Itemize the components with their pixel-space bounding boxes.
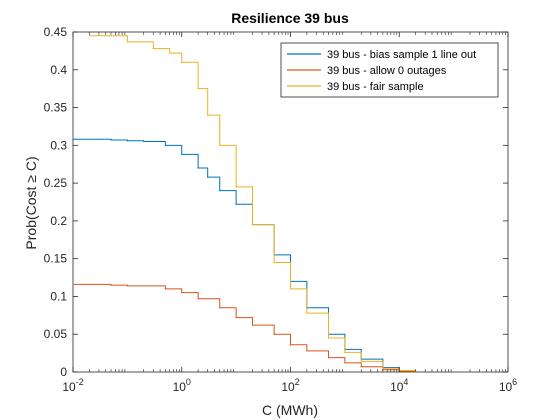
x-axis: 10-2 100 102 104 106 [62, 32, 517, 394]
series-0-point [181, 153, 183, 155]
chart-title: Resilience 39 bus [231, 10, 349, 26]
series-2-point [306, 312, 308, 314]
series-2-point [327, 337, 330, 339]
series-line-1 [73, 283, 417, 372]
series-1-point [126, 285, 128, 287]
series-2-point [289, 288, 292, 290]
legend-entry: 39 bus - bias sample 1 line out [327, 49, 476, 61]
x-tick-label: 104 [390, 377, 408, 394]
series-2-point [382, 367, 384, 369]
y-axis: 0 0.05 0.1 0.15 0.2 0.25 0.3 0.35 0.4 0.45 [44, 25, 508, 379]
series-1-point [251, 324, 254, 326]
series-2-point [219, 144, 221, 146]
x-tick-label: 102 [281, 377, 299, 394]
series-1-point [306, 350, 308, 352]
y-tick-label: 0.4 [50, 63, 67, 77]
series-0-point [207, 176, 209, 178]
series-2-point [181, 61, 183, 63]
series-2-point [344, 351, 346, 353]
series-1-point [219, 307, 221, 309]
series-0-point [143, 140, 145, 143]
y-tick-label: 0 [60, 365, 67, 379]
x-tick-label: 106 [499, 377, 517, 394]
series-2-point [126, 41, 128, 43]
series-2-point [235, 186, 237, 188]
y-tick-label: 0.15 [44, 252, 68, 266]
y-tick-label: 0.35 [44, 101, 68, 115]
series-2-point [88, 35, 90, 37]
series-1-point [72, 283, 74, 285]
series-2-point [197, 88, 199, 90]
y-tick-label: 0.45 [44, 25, 68, 39]
series-0-point [164, 144, 166, 146]
x-axis-label: C (MWh) [262, 402, 318, 418]
legend: 39 bus - bias sample 1 line out 39 bus - … [280, 42, 499, 98]
series-1-point [164, 288, 166, 290]
series-1-point [289, 344, 292, 346]
series-1-point [197, 298, 199, 300]
series-1-point [360, 366, 362, 368]
series-2-point [251, 224, 254, 226]
y-tick-label: 0.25 [44, 176, 68, 190]
series-0-point [126, 140, 128, 142]
series-2-point [207, 114, 209, 116]
series-0-point [110, 139, 112, 141]
series-1-point [344, 362, 346, 364]
y-tick-label: 0.1 [50, 289, 67, 303]
y-axis-label: Prob(Cost ≥ C) [23, 156, 39, 249]
series-0-point [72, 138, 74, 140]
series-2-point [152, 48, 154, 50]
series-0-point [235, 203, 237, 205]
series-2-point [169, 52, 171, 54]
y-tick-label: 0.2 [50, 214, 67, 228]
legend-entry: 39 bus - fair sample [327, 81, 424, 93]
series-0-point [219, 190, 221, 192]
series-0-point [197, 167, 199, 169]
series-2-point [360, 360, 362, 363]
legend-entry: 39 bus - allow 0 outages [327, 65, 447, 77]
series-1-point [327, 357, 330, 359]
series-1-point [110, 284, 112, 286]
y-tick-label: 0.3 [50, 138, 67, 152]
x-tick-label: 10-2 [62, 377, 83, 394]
series-2-point [273, 261, 275, 264]
y-tick-label: 0.05 [44, 327, 68, 341]
series-1-point [273, 333, 275, 335]
x-tick-label: 100 [173, 377, 191, 394]
series-layer [72, 35, 417, 373]
series-1-point [181, 292, 183, 294]
series-1-point [235, 317, 237, 319]
